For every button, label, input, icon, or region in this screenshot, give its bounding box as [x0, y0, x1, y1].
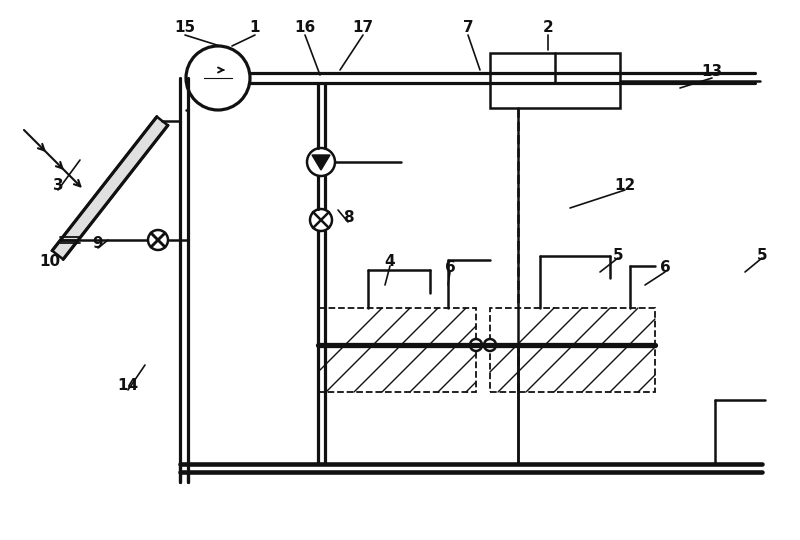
Text: 9: 9 [93, 237, 103, 252]
Circle shape [186, 46, 250, 110]
Text: 6: 6 [445, 260, 455, 275]
Text: 2: 2 [542, 21, 554, 36]
Circle shape [484, 339, 496, 351]
Polygon shape [52, 117, 168, 259]
Bar [490, 308, 655, 392]
Circle shape [310, 209, 332, 231]
Circle shape [148, 230, 168, 250]
Text: 15: 15 [174, 21, 195, 36]
Text: 14: 14 [118, 377, 138, 393]
Text: 8: 8 [342, 211, 354, 226]
Bar [490, 53, 620, 108]
Bar [318, 308, 476, 392]
Text: 7: 7 [462, 21, 474, 36]
Polygon shape [312, 155, 330, 170]
Text: 6: 6 [660, 260, 670, 275]
Text: 17: 17 [353, 21, 374, 36]
Text: 5: 5 [757, 247, 767, 262]
Text: 16: 16 [294, 21, 316, 36]
Circle shape [307, 148, 335, 176]
Text: 5: 5 [613, 247, 623, 262]
Text: 12: 12 [614, 178, 636, 192]
Text: 3: 3 [53, 178, 63, 192]
Text: 13: 13 [702, 64, 722, 79]
Text: 1: 1 [250, 21, 260, 36]
Text: 4: 4 [385, 254, 395, 269]
Text: 10: 10 [39, 254, 61, 269]
Circle shape [470, 339, 482, 351]
